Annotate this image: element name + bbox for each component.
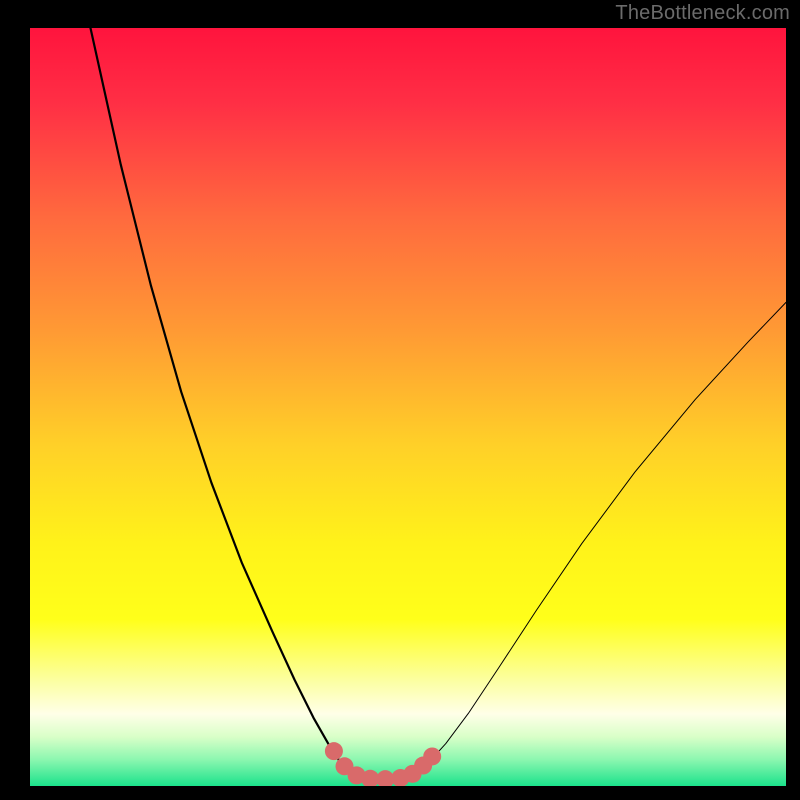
- chart-svg: [0, 0, 800, 800]
- watermark-text: TheBottleneck.com: [615, 2, 790, 25]
- chart-frame: TheBottleneck.com: [0, 0, 800, 800]
